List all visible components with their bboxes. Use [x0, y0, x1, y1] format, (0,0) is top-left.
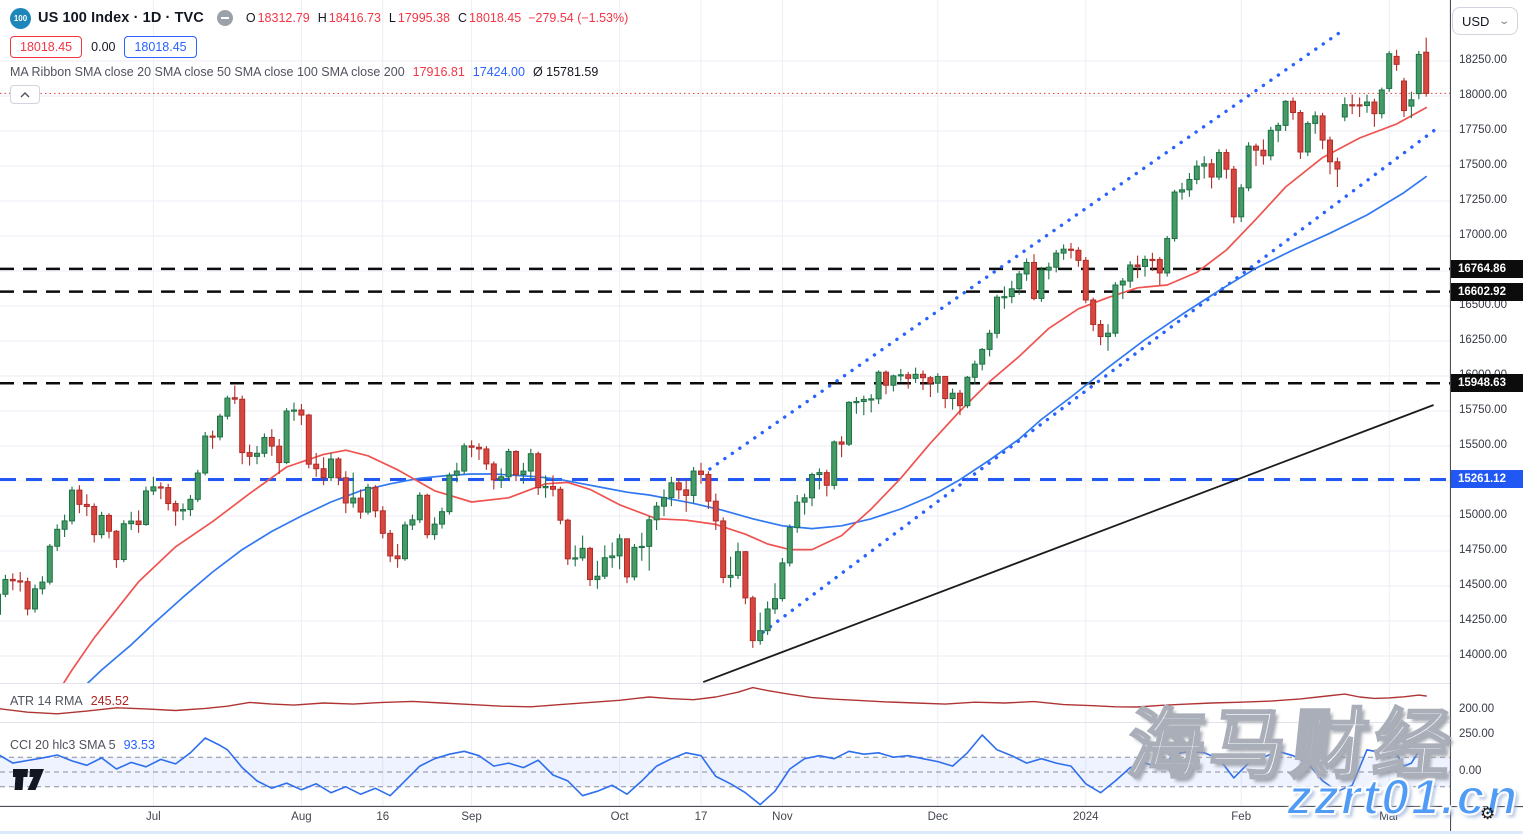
price-tick-label: 17250.00	[1459, 194, 1507, 206]
price-level-badge: 16602.92	[1451, 282, 1523, 301]
time-tick-label: Oct	[610, 811, 629, 823]
sma50-line	[86, 175, 1428, 683]
time-tick-label: 16	[376, 811, 390, 823]
bottom-toolbar-edge	[0, 831, 1523, 834]
time-tick-label: Dec	[927, 811, 949, 823]
spread-value: 0.00	[89, 37, 118, 57]
price-axis[interactable]: 18250.00 18000.00 17750.00 17500.00 17250.00…	[1451, 0, 1523, 806]
price-tick-label: 17000.00	[1459, 229, 1507, 241]
cci-axis-label: 0.00	[1459, 765, 1482, 777]
watermark-url: zzrt01.cn	[1286, 768, 1519, 826]
price-tick-label: 14500.00	[1459, 579, 1507, 591]
ma-ribbon-legend[interactable]: MA Ribbon SMA close 20 SMA close 50 SMA …	[10, 65, 599, 79]
price-tick-label: 14750.00	[1459, 544, 1507, 556]
price-tick-label: 18000.00	[1459, 89, 1507, 101]
chevron-up-icon	[20, 91, 30, 97]
price-tick-label: 18250.00	[1459, 54, 1507, 66]
chevron-down-icon: ⌄	[1497, 15, 1510, 27]
sell-price-chip[interactable]: 18018.45	[10, 36, 83, 58]
change-readout: −279.54 (−1.53%)	[528, 11, 629, 25]
time-axis[interactable]: Jul Aug 16 Sep Oct 17 Nov Dec 2024 Feb Mar	[0, 807, 1450, 831]
cci-legend[interactable]: CCI 20 hlc3 SMA 5 93.53	[10, 738, 155, 752]
channel-dotted-line[interactable]	[708, 28, 1346, 471]
collapse-legend-button[interactable]	[10, 85, 40, 104]
price-tick-label: 16250.00	[1459, 334, 1507, 346]
time-tick-label: Mar	[1379, 811, 1400, 823]
time-tick-label: 17	[694, 811, 708, 823]
buy-price-chip[interactable]: 18018.45	[124, 36, 197, 58]
atr-legend[interactable]: ATR 14 RMA 245.52	[10, 694, 129, 708]
sma20-line	[62, 106, 1428, 683]
time-tick-label: 2024	[1073, 811, 1099, 823]
axis-settings-gear-icon[interactable]: ⚙	[1480, 804, 1496, 823]
price-tick-label: 15000.00	[1459, 509, 1507, 521]
cci-axis-label: 250.00	[1459, 728, 1495, 740]
cci-line	[0, 734, 1427, 806]
time-tick-label: Nov	[772, 811, 793, 823]
price-tick-label: 15750.00	[1459, 404, 1507, 416]
candles-series[interactable]	[0, 37, 1430, 648]
price-level-badge: 15948.63	[1451, 374, 1523, 393]
price-tick-label: 17750.00	[1459, 124, 1507, 136]
price-tick-label: 17500.00	[1459, 159, 1507, 171]
price-tick-label: 14000.00	[1459, 649, 1507, 661]
time-tick-label: Feb	[1231, 811, 1252, 823]
time-tick-label: Jul	[146, 811, 161, 823]
tradingview-logo-icon[interactable]	[12, 769, 45, 796]
time-tick-label: Sep	[461, 811, 482, 823]
channel-dotted-line[interactable]	[761, 126, 1440, 634]
symbol-title[interactable]: US 100 Index · 1D · TVC	[38, 10, 204, 26]
level-lines[interactable]	[0, 267, 1450, 481]
atr-line	[0, 686, 1427, 715]
price-tick-label: 14250.00	[1459, 614, 1507, 626]
price-tick-label: 15500.00	[1459, 439, 1507, 451]
price-level-badge: 15261.12	[1451, 470, 1523, 489]
trendline-black[interactable]	[702, 404, 1434, 683]
atr-axis-label: 200.00	[1459, 703, 1495, 715]
ohlc-readout: O 18312.79 H 18416.73 L 17995.38 C 18018.45	[245, 11, 522, 25]
price-level-badge: 16764.86	[1451, 259, 1523, 278]
visibility-toggle-icon[interactable]	[216, 10, 233, 26]
trade-buttons-row: 18018.45 0.00 18018.45	[10, 36, 628, 58]
price-tick-label: 16500.00	[1459, 299, 1507, 311]
currency-selector[interactable]: USD ⌄	[1452, 7, 1518, 35]
symbol-logo-icon: 100	[10, 7, 31, 29]
time-tick-label: Aug	[291, 811, 312, 823]
